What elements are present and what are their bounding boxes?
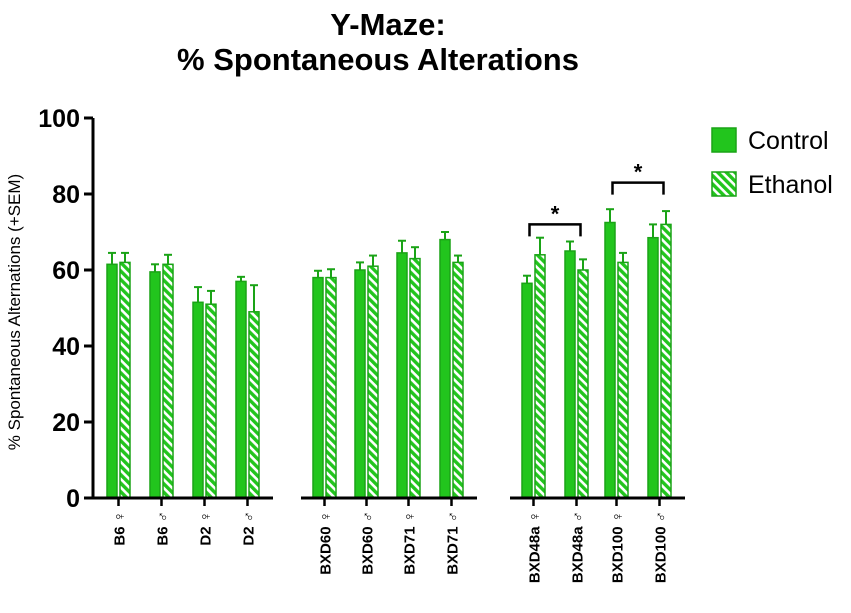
bar-control [564,250,576,499]
bar-ethanol [325,276,337,499]
bar-control [521,282,533,499]
bar-ethanol [248,311,260,499]
x-tick-label: BXD60 ♀ [318,511,335,575]
bar-control [604,221,616,499]
bar-control [396,252,408,499]
bar-control [106,263,118,499]
bar-ethanol [577,269,589,499]
legend-swatch-ethanol [711,171,737,197]
y-axis-label: % Spontaneous Alternations (+SEM) [5,174,24,450]
significance-bracket [528,223,582,237]
chart-title-line-1: Y-Maze: [330,7,445,42]
x-tick-label: D2 ♀ [198,511,215,546]
bar-ethanol [534,254,546,499]
bar-control [235,280,247,499]
x-tick-label: B6 ♂ [155,511,172,546]
y-tick-label: 20 [52,409,80,437]
legend-label-ethanol: Ethanol [748,171,833,199]
y-axis: 0 20 40 60 80 100 [38,105,95,513]
y-tick-label: 0 [66,485,80,513]
bar-ethanol [660,223,672,499]
bar-control [312,276,324,499]
bars [106,208,672,499]
bar-ethanol [119,261,131,499]
bar-control [149,271,161,499]
x-axis: B6 ♀ B6 ♂ D2 ♀ D2 ♂ BXD60 ♀ BXD60 ♂ BXD71 ♀ BXD… [93,496,685,583]
significance-markers: ** [528,160,665,237]
bar-ethanol [367,265,379,499]
y-tick-label: 80 [52,181,80,209]
x-tick-label: BXD71 ♂ [445,511,462,575]
x-tick-label: BXD48a ♀ [527,511,544,583]
bar-control [647,236,659,499]
significance-bracket [611,181,665,195]
x-tick-label: BXD100 ♂ [653,511,670,583]
bar-ethanol [162,263,174,499]
chart-title-line-2: % Spontaneous Alterations [177,42,579,77]
y-tick-label: 60 [52,257,80,285]
bar-ethanol [205,303,217,499]
bar-control [439,238,451,499]
legend: Control Ethanol [711,127,833,199]
x-tick-label: BXD71 ♀ [402,511,419,575]
legend-label-control: Control [748,127,829,155]
y-tick-label: 40 [52,333,80,361]
x-tick-label: D2 ♂ [241,511,258,546]
significance-star: * [551,201,560,226]
legend-swatch-control [711,127,737,153]
bar-ethanol [617,261,629,499]
x-tick-label: BXD48a ♂ [570,511,587,583]
bar-control [354,269,366,499]
x-tick-label: BXD100 ♀ [610,511,627,583]
bar-control [192,301,204,499]
x-tick-label: BXD60 ♂ [360,511,377,575]
x-tick-label: B6 ♀ [112,511,129,546]
significance-star: * [634,160,643,185]
bar-ethanol [409,257,421,499]
bar-ethanol [452,261,464,499]
y-tick-label: 100 [38,105,80,133]
